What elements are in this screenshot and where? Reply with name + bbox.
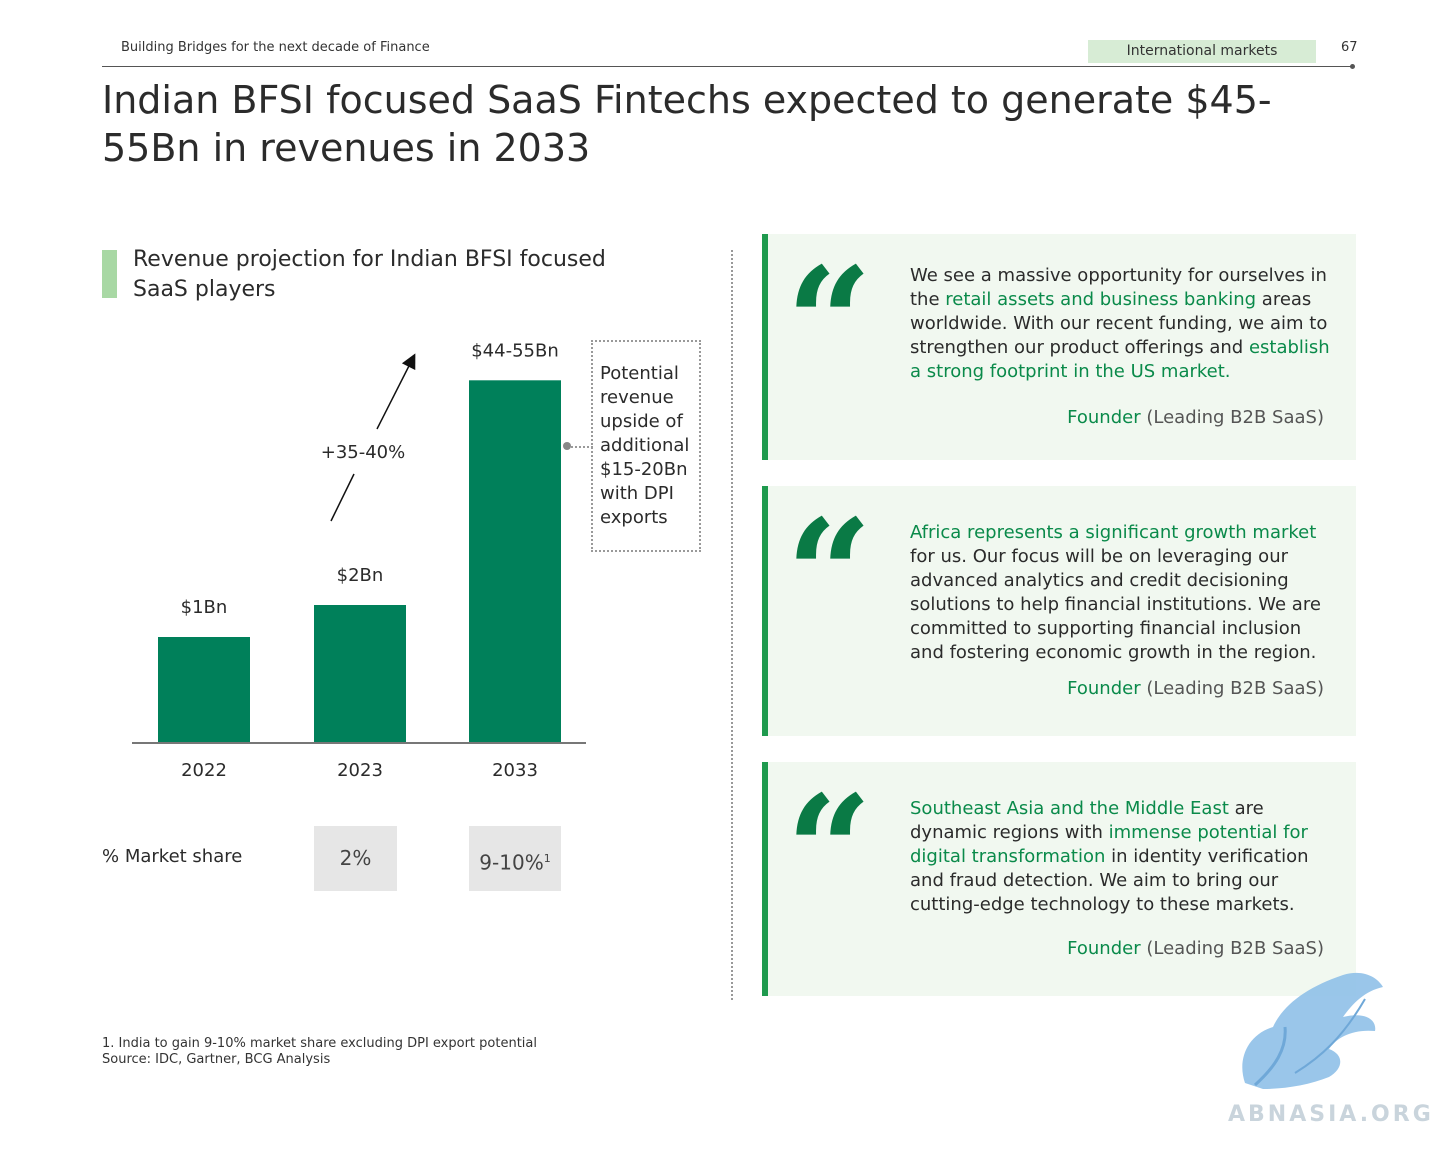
market-share-label: % Market share bbox=[102, 846, 243, 867]
quote-text: Africa represents a significant growth m… bbox=[910, 521, 1330, 665]
footnotes: 1. India to gain 9-10% market share excl… bbox=[102, 1036, 537, 1068]
bar-value-label-2023: $2Bn bbox=[337, 565, 384, 586]
upside-connector bbox=[571, 446, 593, 448]
section-divider bbox=[731, 250, 733, 1000]
quote-highlight: Southeast Asia and the Middle East bbox=[910, 798, 1229, 819]
section-tag: International markets bbox=[1088, 40, 1316, 63]
quote-card-1: “ We see a massive opportunity for ourse… bbox=[762, 234, 1356, 460]
market-share-2033-value: 9-10% bbox=[479, 850, 544, 875]
quote-attribution: Founder (Leading B2B SaaS) bbox=[1067, 407, 1324, 428]
market-share-footnote-ref: 1 bbox=[543, 852, 551, 865]
bars-group bbox=[158, 380, 561, 743]
bar-2033 bbox=[469, 380, 561, 743]
quote-mark-icon: “ bbox=[786, 235, 873, 411]
attribution-org: (Leading B2B SaaS) bbox=[1146, 678, 1324, 699]
quote-card-3: “ Southeast Asia and the Middle East are… bbox=[762, 762, 1356, 996]
page-number: 67 bbox=[1341, 40, 1358, 55]
watermark-text: ABNASIA.ORG bbox=[1228, 1102, 1434, 1127]
griffin-logo-icon bbox=[1242, 972, 1383, 1089]
report-title: Building Bridges for the next decade of … bbox=[121, 40, 430, 55]
quote-bar bbox=[762, 486, 768, 736]
bar-2022 bbox=[158, 637, 250, 743]
header-rule-dot bbox=[1350, 64, 1355, 69]
quote-highlight: establish a strong footprint in the US m… bbox=[910, 337, 1330, 382]
quote-segment: for us. Our focus will be on leveraging … bbox=[910, 546, 1321, 663]
upside-connector-dot bbox=[563, 442, 571, 450]
attribution-role: Founder bbox=[1067, 407, 1141, 428]
x-ticks-group: 2022 2023 2033 bbox=[181, 760, 538, 781]
quote-segment: We see a massive opportunity for ourselv… bbox=[910, 265, 1327, 310]
bar-value-label-2022: $1Bn bbox=[181, 597, 228, 618]
revenue-chart: $1Bn $2Bn $44-55Bn 2022 2023 2033 +35-40% bbox=[132, 340, 586, 781]
quote-attribution: Founder (Leading B2B SaaS) bbox=[1067, 678, 1324, 699]
x-tick-label-2033: 2033 bbox=[492, 760, 538, 781]
attribution-org: (Leading B2B SaaS) bbox=[1146, 938, 1324, 959]
page-title: Indian BFSI focused SaaS Fintechs expect… bbox=[102, 78, 1272, 170]
attribution-role: Founder bbox=[1067, 678, 1141, 699]
quote-mark-icon: “ bbox=[786, 487, 873, 663]
quote-card-2: “ Africa represents a significant growth… bbox=[762, 486, 1356, 736]
quote-bar bbox=[762, 762, 768, 996]
quote-highlight: retail assets and business banking bbox=[945, 289, 1257, 310]
bar-labels-group: $1Bn $2Bn $44-55Bn bbox=[181, 340, 559, 618]
quote-attribution: Founder (Leading B2B SaaS) bbox=[1067, 938, 1324, 959]
quote-bar bbox=[762, 234, 768, 460]
market-share-2033: 9-10%1 bbox=[469, 826, 561, 891]
footnote-source: Source: IDC, Gartner, BCG Analysis bbox=[102, 1052, 331, 1067]
growth-arrow-tail bbox=[330, 473, 355, 522]
growth-rate-label: +35-40% bbox=[321, 442, 406, 463]
x-tick-label-2023: 2023 bbox=[337, 760, 383, 781]
quote-highlight: Africa represents a significant growth m… bbox=[910, 522, 1317, 543]
attribution-role: Founder bbox=[1067, 938, 1141, 959]
x-tick-label-2022: 2022 bbox=[181, 760, 227, 781]
attribution-org: (Leading B2B SaaS) bbox=[1146, 407, 1324, 428]
quote-segment: are dynamic regions with bbox=[910, 798, 1264, 843]
footnote-1: 1. India to gain 9-10% market share excl… bbox=[102, 1036, 537, 1051]
quote-text: We see a massive opportunity for ourselv… bbox=[910, 264, 1330, 384]
growth-arrow-head bbox=[376, 353, 416, 430]
quote-text: Southeast Asia and the Middle East are d… bbox=[910, 797, 1330, 917]
market-share-2023-value: 2% bbox=[339, 846, 372, 870]
quote-segment: areas worldwide. With our recent funding… bbox=[910, 289, 1328, 358]
chart-title-accent bbox=[102, 250, 117, 298]
bar-2023 bbox=[314, 605, 406, 743]
upside-note: Potential revenue upside of additional $… bbox=[600, 363, 690, 528]
chart-title: Revenue projection for Indian BFSI focus… bbox=[133, 247, 606, 302]
quote-segment: in identity verification and fraud detec… bbox=[910, 846, 1309, 915]
quote-mark-icon: “ bbox=[786, 763, 873, 939]
quote-highlight: immense potential for digital transforma… bbox=[910, 822, 1308, 867]
market-share-2023: 2% bbox=[314, 826, 397, 891]
header-rule bbox=[102, 66, 1354, 67]
bar-value-label-2033: $44-55Bn bbox=[471, 340, 559, 361]
